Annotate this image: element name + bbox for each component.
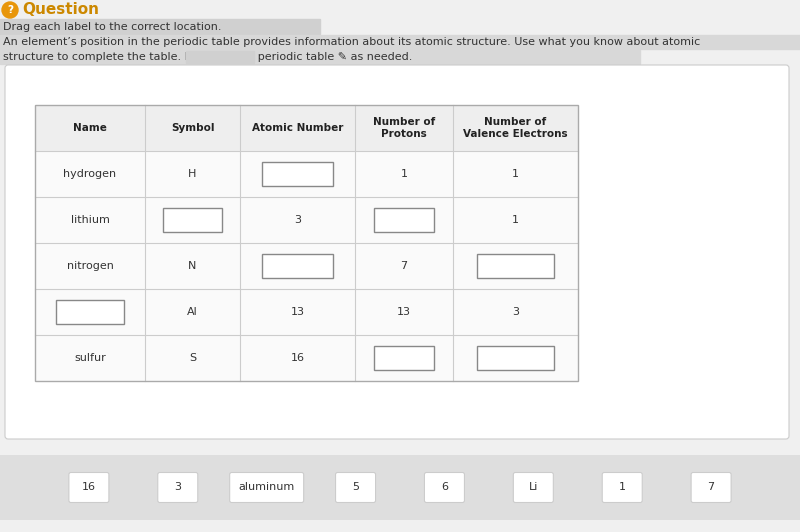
Text: 1: 1 xyxy=(512,215,519,225)
Text: 3: 3 xyxy=(174,483,182,493)
FancyBboxPatch shape xyxy=(602,472,642,503)
Circle shape xyxy=(2,2,18,18)
Text: H: H xyxy=(188,169,197,179)
Text: 13: 13 xyxy=(397,307,411,317)
Bar xyxy=(374,208,434,232)
Text: An element’s position in the periodic table provides information about its atomi: An element’s position in the periodic ta… xyxy=(3,37,700,47)
FancyBboxPatch shape xyxy=(691,472,731,503)
FancyBboxPatch shape xyxy=(335,472,375,503)
FancyBboxPatch shape xyxy=(425,472,465,503)
Bar xyxy=(477,254,554,278)
Text: 6: 6 xyxy=(441,483,448,493)
Text: Number of
Protons: Number of Protons xyxy=(373,117,435,139)
Text: Al: Al xyxy=(187,307,198,317)
Text: Symbol: Symbol xyxy=(170,123,214,133)
Bar xyxy=(0,35,800,49)
Text: 16: 16 xyxy=(290,353,305,363)
Bar xyxy=(35,105,578,381)
Text: ?: ? xyxy=(7,5,13,15)
Text: S: S xyxy=(189,353,196,363)
Bar xyxy=(262,162,333,186)
Text: Li: Li xyxy=(529,483,538,493)
Text: sulfur: sulfur xyxy=(74,353,106,363)
Text: 1: 1 xyxy=(512,169,519,179)
Bar xyxy=(163,208,222,232)
Text: structure to complete the table. Refer to the  periodic table ✎ as needed.: structure to complete the table. Refer t… xyxy=(3,52,412,62)
FancyBboxPatch shape xyxy=(69,472,109,503)
Text: aluminum: aluminum xyxy=(238,483,294,493)
Bar xyxy=(35,105,578,151)
Bar xyxy=(35,105,578,381)
Text: hydrogen: hydrogen xyxy=(63,169,117,179)
Bar xyxy=(0,19,320,34)
FancyBboxPatch shape xyxy=(158,472,198,503)
FancyBboxPatch shape xyxy=(230,472,304,503)
Text: 5: 5 xyxy=(352,483,359,493)
FancyBboxPatch shape xyxy=(514,472,554,503)
Bar xyxy=(0,455,800,520)
Bar xyxy=(186,51,254,63)
Text: 1: 1 xyxy=(618,483,626,493)
Bar xyxy=(0,50,640,64)
Text: 7: 7 xyxy=(707,483,714,493)
FancyBboxPatch shape xyxy=(5,65,789,439)
Text: 3: 3 xyxy=(512,307,519,317)
Text: N: N xyxy=(188,261,197,271)
Text: Question: Question xyxy=(22,3,99,18)
Text: Number of
Valence Electrons: Number of Valence Electrons xyxy=(463,117,568,139)
Bar xyxy=(477,346,554,370)
Text: 1: 1 xyxy=(401,169,407,179)
Text: 13: 13 xyxy=(290,307,305,317)
Text: Atomic Number: Atomic Number xyxy=(252,123,343,133)
Bar xyxy=(374,346,434,370)
Text: Drag each label to the correct location.: Drag each label to the correct location. xyxy=(3,21,222,31)
Text: lithium: lithium xyxy=(70,215,110,225)
Text: 16: 16 xyxy=(82,483,96,493)
Text: Name: Name xyxy=(73,123,107,133)
Text: nitrogen: nitrogen xyxy=(66,261,114,271)
Text: 3: 3 xyxy=(294,215,301,225)
Text: 7: 7 xyxy=(401,261,407,271)
Bar xyxy=(56,300,124,324)
Bar xyxy=(262,254,333,278)
